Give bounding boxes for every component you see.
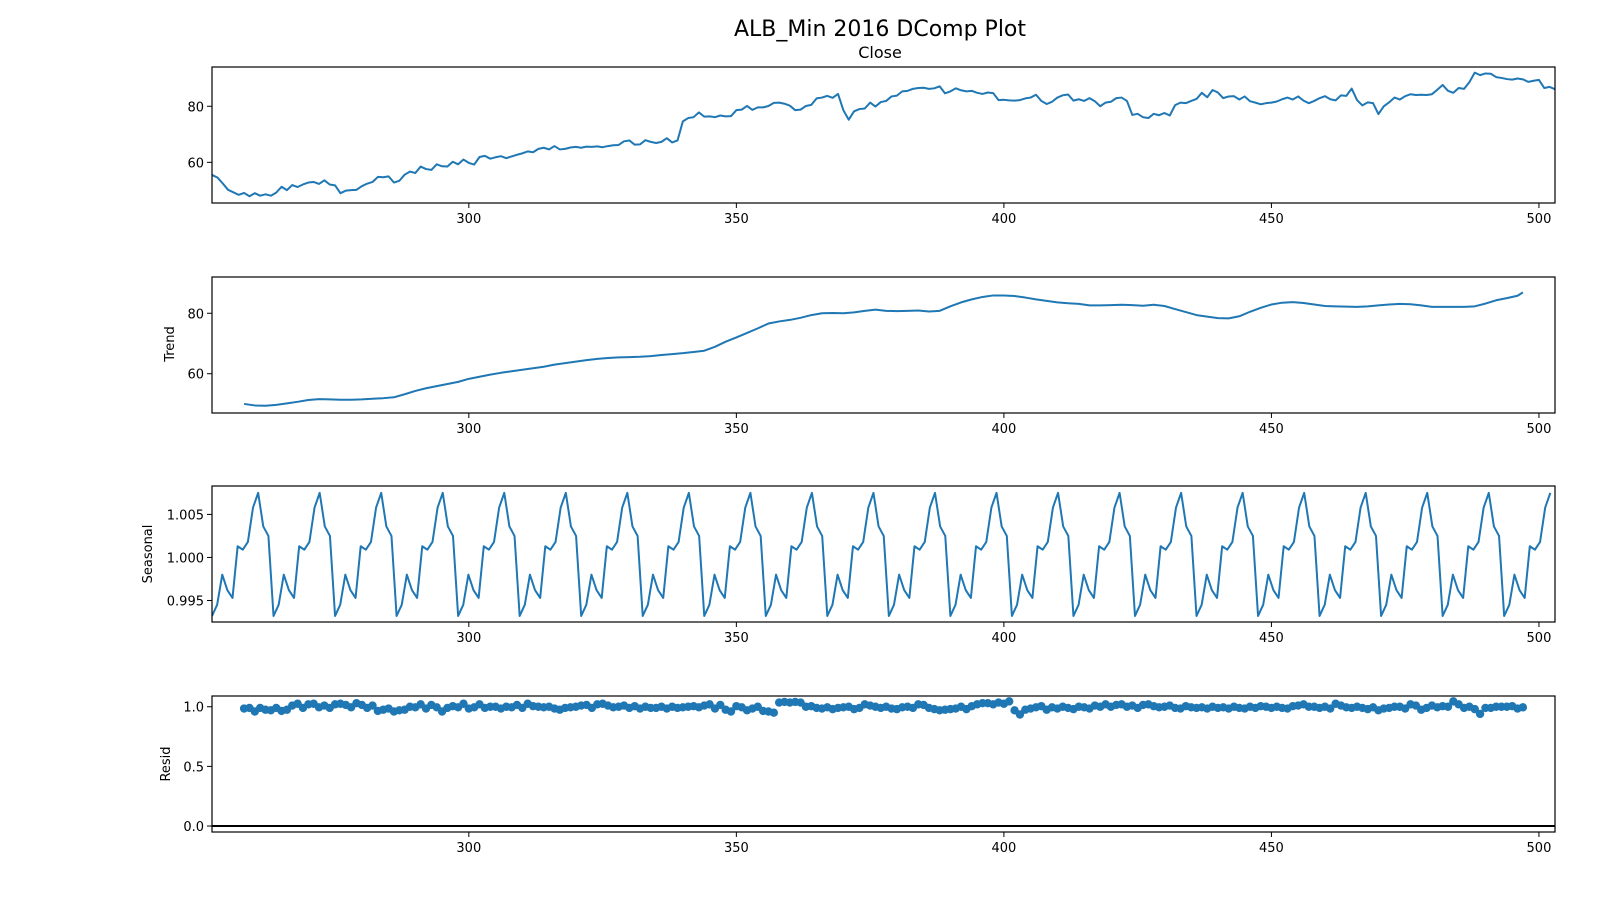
resid-point (716, 700, 725, 710)
trend-xtick-label: 500 (1527, 422, 1552, 437)
seasonal-ytick-label: 1.005 (167, 508, 204, 523)
trend-series-line (243, 291, 1524, 407)
resid-point (1475, 709, 1485, 719)
trend-ytick-label: 60 (187, 368, 204, 383)
resid-point (459, 699, 468, 708)
trend-xtick-label: 350 (724, 422, 749, 437)
resid-xtick-label: 300 (456, 841, 481, 856)
seasonal-xtick-label: 300 (456, 631, 481, 646)
trend-ylabel: Trend (163, 326, 178, 363)
resid-panel: Resid 300 350 400 450 500 0.0 0.5 1.0 (159, 695, 1556, 856)
resid-point (368, 701, 377, 710)
trend-ytick-label: 80 (187, 307, 204, 322)
figure-title: ALB_Min 2016 DComp Plot (734, 17, 1026, 42)
trend-xtick-label: 450 (1259, 422, 1284, 437)
seasonal-plot-area (212, 491, 1552, 617)
seasonal-xtick-label: 500 (1527, 631, 1552, 646)
resid-ylabel: Resid (159, 746, 174, 781)
resid-xtick-label: 350 (724, 841, 749, 856)
seasonal-axes-frame (211, 485, 1556, 623)
close-xtick-label: 400 (991, 212, 1016, 227)
resid-point (1443, 702, 1453, 711)
resid-point (1470, 704, 1479, 714)
resid-point (1005, 697, 1014, 706)
seasonal-xtick-label: 400 (991, 631, 1016, 646)
resid-axes-frame (211, 695, 1556, 833)
resid-ytick-label: 0.0 (183, 820, 204, 835)
resid-point (769, 708, 779, 717)
resid-point (1326, 704, 1335, 713)
resid-plot-area (212, 697, 1555, 828)
close-xtick-label: 500 (1527, 212, 1552, 227)
resid-point (726, 707, 736, 716)
resid-ytick-label: 0.5 (183, 760, 204, 775)
trend-xtick-label: 400 (991, 422, 1016, 437)
seasonal-ylabel: Seasonal (141, 525, 156, 584)
resid-point (1015, 710, 1025, 719)
close-xtick-label: 350 (724, 212, 749, 227)
close-panel-title: Close (858, 43, 902, 62)
seasonal-xtick-label: 350 (724, 631, 749, 646)
trend-panel: Trend 300 350 400 450 500 60 80 (163, 276, 1556, 437)
seasonal-ytick-label: 1.000 (167, 551, 204, 566)
trend-xtick-label: 300 (456, 422, 481, 437)
resid-xtick-label: 500 (1527, 841, 1552, 856)
resid-xtick-label: 450 (1259, 841, 1284, 856)
close-ytick-label: 80 (187, 100, 204, 115)
close-plot-area (212, 71, 1555, 198)
resid-point (1518, 703, 1528, 712)
trend-axes-frame (211, 276, 1556, 414)
trend-plot-area (243, 291, 1524, 407)
seasonal-series-line (212, 491, 1552, 617)
close-panel: Close 300 350 400 450 500 60 80 (187, 43, 1556, 227)
close-xtick-label: 300 (456, 212, 481, 227)
close-ytick-label: 60 (187, 156, 204, 171)
close-series-line (212, 71, 1555, 198)
seasonal-panel: Seasonal 300 350 400 450 500 0.995 1.000 1.005 (141, 485, 1556, 646)
close-xtick-label: 450 (1259, 212, 1284, 227)
seasonal-ytick-label: 0.995 (167, 594, 204, 609)
close-axes-frame (211, 66, 1556, 204)
resid-xtick-label: 400 (991, 841, 1016, 856)
seasonal-xtick-label: 450 (1259, 631, 1284, 646)
resid-ytick-label: 1.0 (183, 701, 204, 716)
